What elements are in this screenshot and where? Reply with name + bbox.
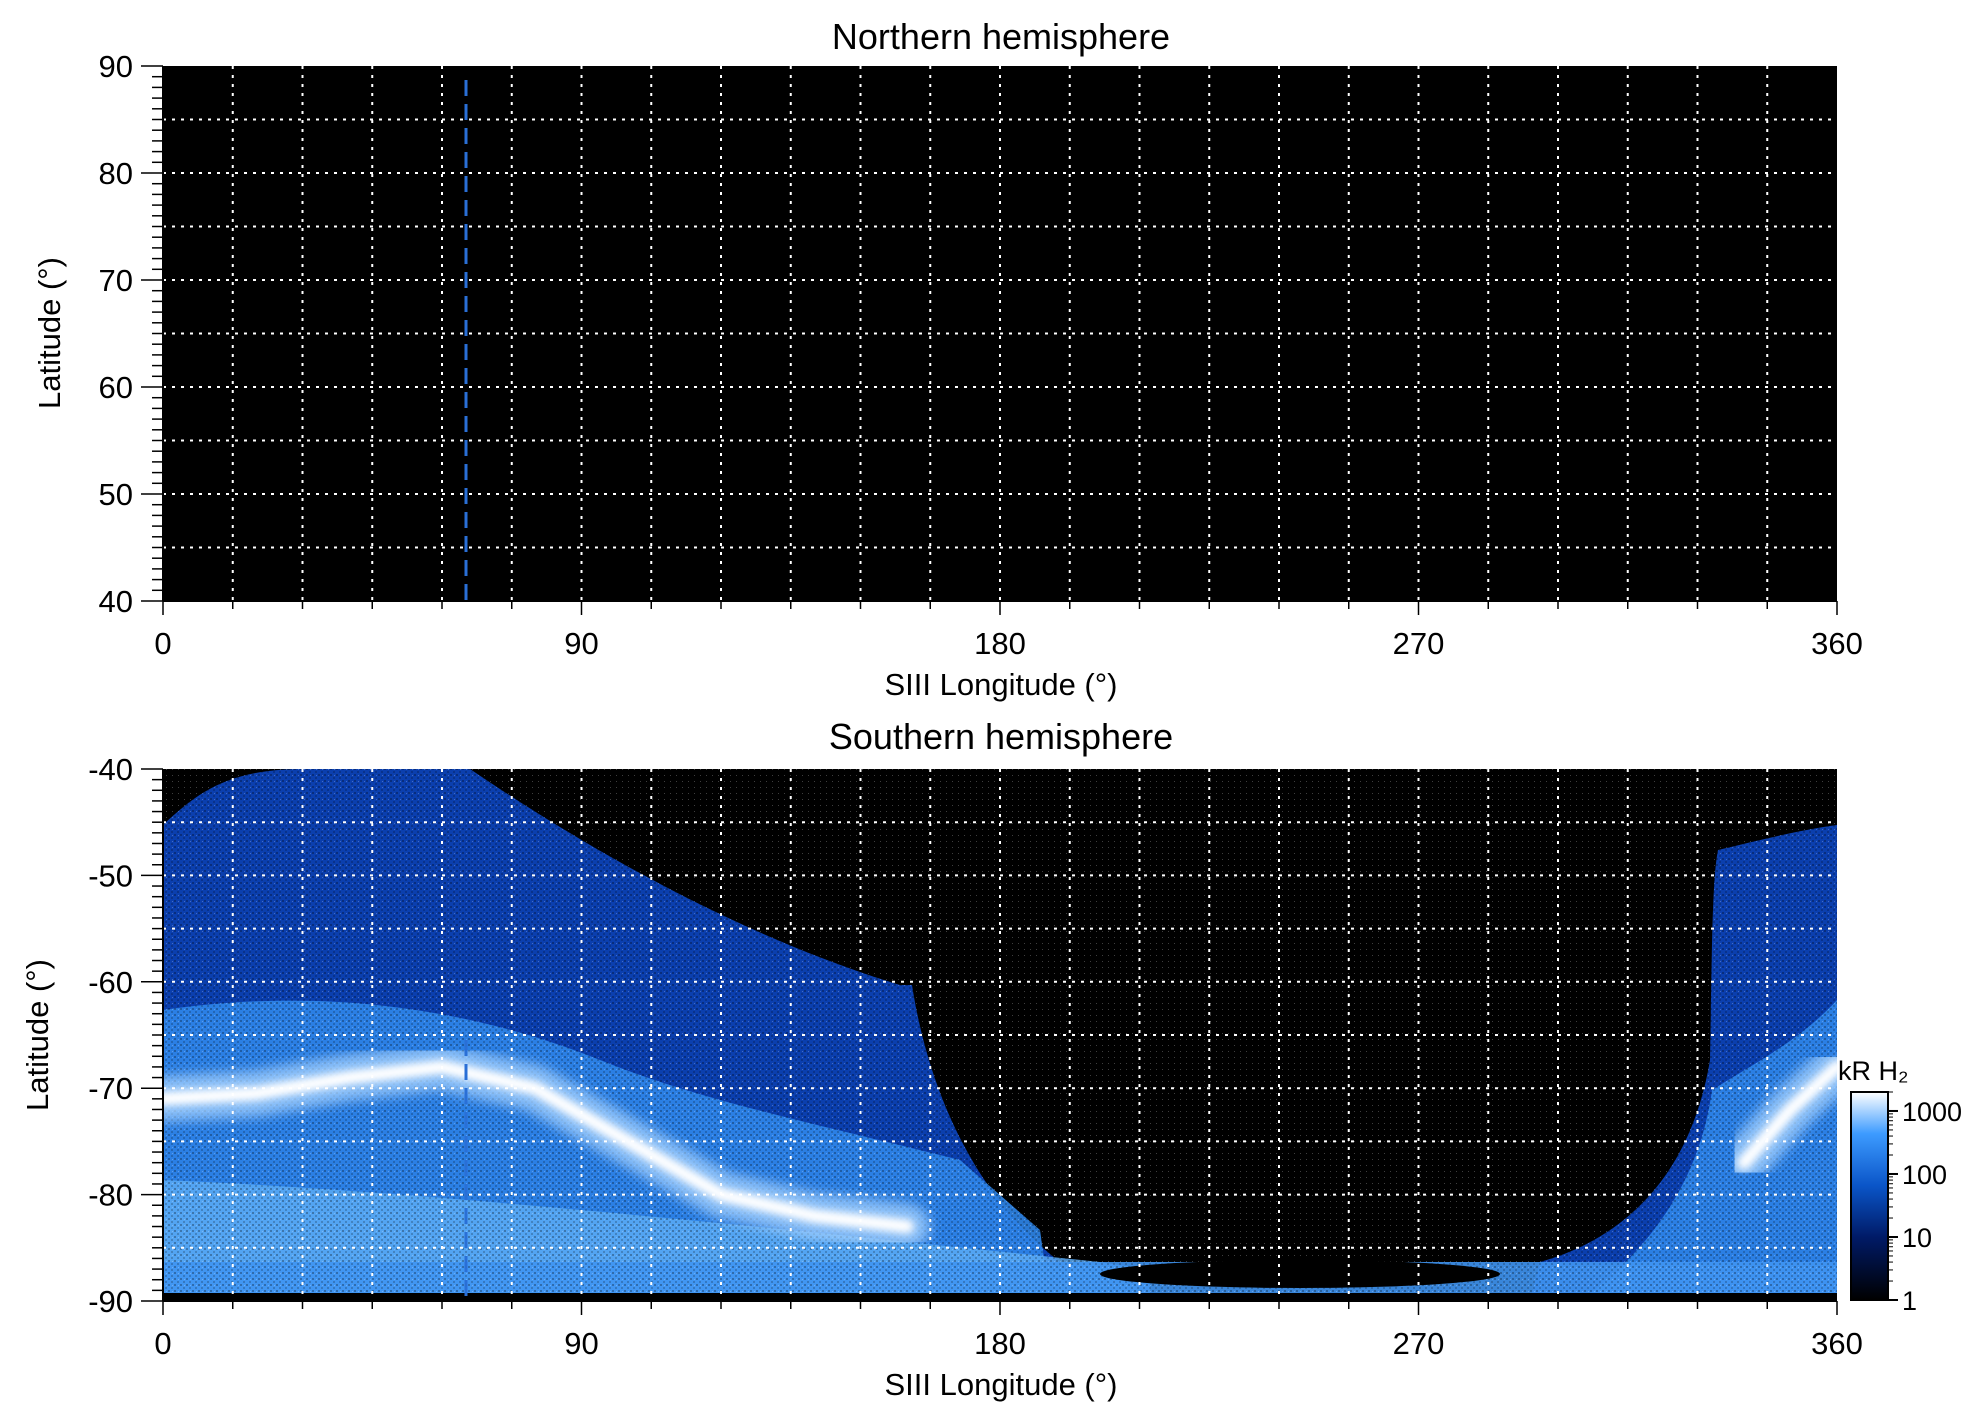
colorbar-tick-label: 1000: [1902, 1097, 1962, 1127]
colorbar-tick-label: 10: [1902, 1223, 1932, 1253]
north-xlabel: SIII Longitude (°): [885, 667, 1118, 702]
south-x-tick-label: 360: [1811, 1326, 1863, 1361]
north-x-tick-label: 180: [974, 626, 1026, 661]
north-x-tick-label: 360: [1811, 626, 1863, 661]
north-y-tick-label: 70: [99, 263, 133, 298]
south-x-tick-label: 90: [564, 1326, 598, 1361]
north-x-tick-label: 90: [564, 626, 598, 661]
dark-polar-gap: [1100, 1260, 1500, 1288]
colorbar-tick-label: 1: [1902, 1286, 1917, 1316]
northern-panel: Northern hemisphere 40 50 60 70 80 90 0 90 180 27…: [32, 16, 1863, 702]
north-y-tick-label: 40: [99, 584, 133, 619]
south-y-tick-label: -60: [88, 965, 133, 1000]
south-grid: [163, 769, 1837, 1301]
south-axes: -90 -80 -70 -60 -50 -40 0 90 180 270 360: [88, 752, 1863, 1361]
north-grid: [163, 66, 1837, 601]
southern-panel: Southern hemisphere -90 -80 -70 -60 -50 -40 0 9…: [20, 716, 1962, 1402]
south-x-tick-label: 0: [154, 1326, 171, 1361]
south-y-tick-label: -50: [88, 858, 133, 893]
south-x-tick-label: 270: [1393, 1326, 1445, 1361]
colorbar: kR H₂ 1 10 100 1000: [1838, 1056, 1962, 1316]
north-y-tick-label: 50: [99, 477, 133, 512]
north-x-tick-label: 0: [154, 626, 171, 661]
south-x-tick-label: 180: [974, 1326, 1026, 1361]
bottom-edge-strip: [163, 1293, 1837, 1301]
colorbar-tick-label: 100: [1902, 1160, 1947, 1190]
south-y-tick-label: -40: [88, 752, 133, 787]
south-xlabel: SIII Longitude (°): [885, 1367, 1118, 1402]
north-title: Northern hemisphere: [832, 16, 1170, 57]
north-y-tick-label: 90: [99, 49, 133, 84]
south-y-tick-label: -90: [88, 1284, 133, 1319]
main-oval-core: [1737, 1059, 1837, 1170]
colorbar-ticks: 1 10 100 1000: [1888, 1091, 1962, 1316]
south-ylabel: Latitude (°): [20, 959, 55, 1111]
north-ylabel: Latitude (°): [32, 257, 67, 409]
colorbar-label: kR H₂: [1838, 1056, 1908, 1086]
colorbar-gradient: [1850, 1091, 1889, 1301]
north-x-tick-label: 270: [1393, 626, 1445, 661]
north-y-tick-label: 80: [99, 156, 133, 191]
north-y-tick-label: 60: [99, 370, 133, 405]
south-y-tick-label: -80: [88, 1178, 133, 1213]
north-axes: 40 50 60 70 80 90 0 90 180 270 360: [99, 49, 1863, 661]
south-y-tick-label: -70: [88, 1071, 133, 1106]
south-title: Southern hemisphere: [829, 716, 1173, 757]
